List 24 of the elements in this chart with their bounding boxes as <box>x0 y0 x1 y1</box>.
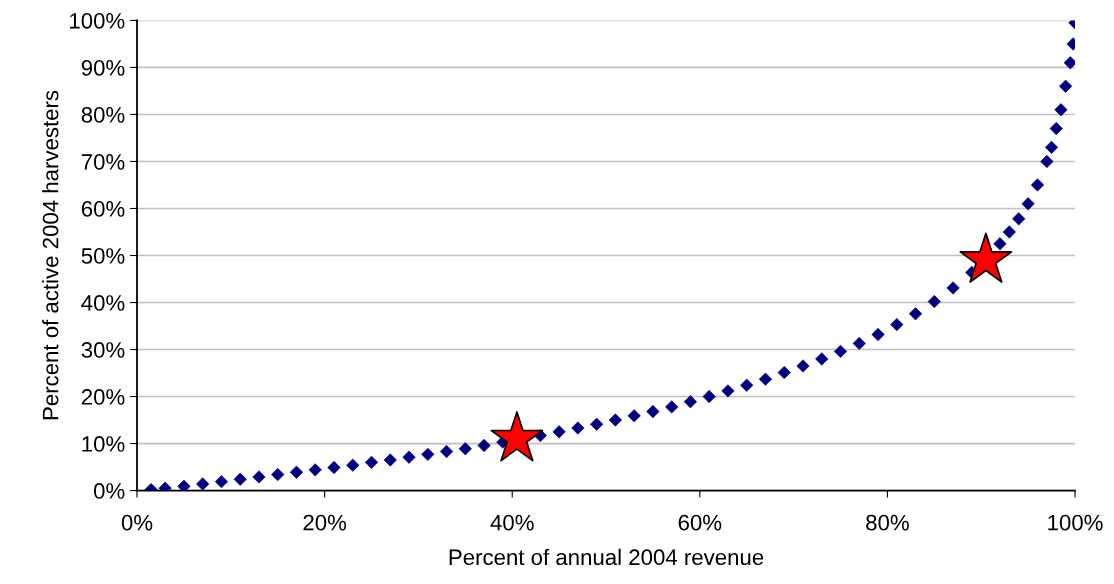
y-tick-label: 50% <box>81 248 125 264</box>
x-tick-label: 0% <box>121 514 153 531</box>
x-tick-label: 100% <box>1048 514 1103 531</box>
y-tick-label: 70% <box>81 154 125 170</box>
y-tick-label: 20% <box>81 389 125 405</box>
y-tick-label: 60% <box>81 201 125 217</box>
point <box>1045 140 1059 154</box>
y-tick-label: 10% <box>82 436 125 452</box>
point <box>214 475 228 489</box>
y-tick-label: 0% <box>93 483 125 499</box>
point <box>571 421 585 435</box>
x-tick-label: 40% <box>490 514 534 531</box>
x-tick-label: 20% <box>303 514 347 531</box>
point <box>796 359 810 373</box>
y-tick-label: 80% <box>81 107 125 123</box>
x-axis-title: Percent of annual 2004 revenue <box>449 548 764 566</box>
point <box>364 455 379 469</box>
x-tick-label: 80% <box>866 514 909 531</box>
y-tick-label: 40% <box>81 295 125 311</box>
y-tick-label: 100% <box>70 12 125 29</box>
y-axis-title: Percent of active 2004 harvesters <box>42 90 59 420</box>
x-tick-label: 60% <box>678 514 722 531</box>
y-tick-label: 90% <box>81 59 125 76</box>
y-tick-label: 30% <box>81 342 125 358</box>
